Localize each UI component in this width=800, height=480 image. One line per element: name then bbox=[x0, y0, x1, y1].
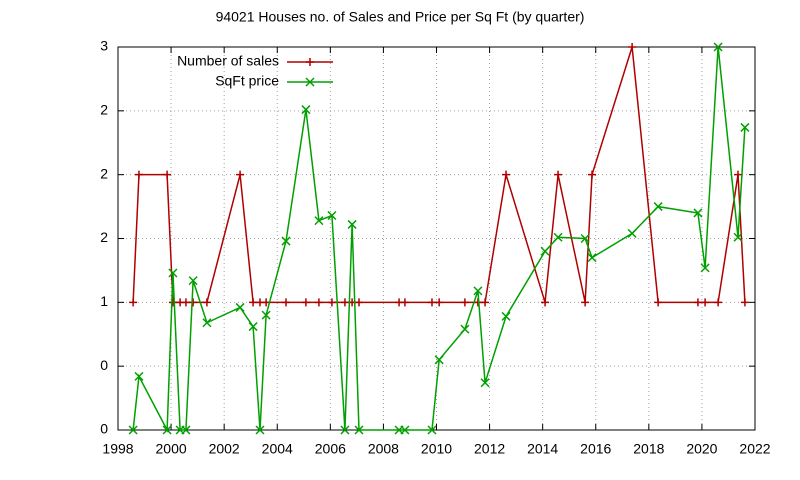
x-tick-label: 1998 bbox=[102, 441, 133, 457]
point bbox=[473, 286, 483, 296]
point bbox=[400, 298, 409, 307]
point bbox=[740, 298, 749, 307]
point bbox=[248, 322, 258, 332]
point bbox=[700, 263, 710, 273]
point bbox=[588, 170, 597, 179]
x-tick-label: 2008 bbox=[368, 441, 399, 457]
point bbox=[188, 276, 198, 286]
point bbox=[628, 43, 637, 51]
point bbox=[480, 378, 490, 388]
point bbox=[653, 202, 663, 212]
point bbox=[581, 298, 590, 307]
point bbox=[587, 253, 597, 263]
point bbox=[282, 298, 291, 307]
point bbox=[202, 298, 211, 307]
point bbox=[427, 298, 436, 307]
point bbox=[327, 210, 337, 221]
point bbox=[314, 216, 324, 226]
y-tick-label: 2 bbox=[100, 229, 108, 245]
point bbox=[129, 298, 138, 307]
point bbox=[235, 302, 245, 312]
point bbox=[553, 232, 563, 242]
point bbox=[128, 425, 138, 435]
point bbox=[301, 298, 310, 307]
chart-title: 94021 Houses no. of Sales and Price per … bbox=[216, 9, 585, 25]
point bbox=[501, 311, 511, 321]
point bbox=[261, 310, 271, 320]
point bbox=[340, 298, 349, 307]
point bbox=[189, 298, 198, 307]
point bbox=[134, 170, 143, 179]
x-tick-label: 2000 bbox=[156, 441, 187, 457]
point bbox=[168, 298, 177, 307]
point bbox=[162, 425, 172, 435]
point bbox=[740, 122, 750, 132]
plot-frame bbox=[117, 46, 756, 431]
y-tick-label: 0 bbox=[100, 421, 108, 437]
x-tick-label: 2016 bbox=[580, 441, 611, 457]
point bbox=[427, 425, 437, 435]
point bbox=[435, 298, 444, 307]
point bbox=[554, 170, 563, 179]
legend-label: SqFt price bbox=[215, 73, 279, 89]
point bbox=[733, 232, 743, 242]
point bbox=[580, 233, 590, 244]
point bbox=[734, 170, 743, 179]
x-tick-label: 2014 bbox=[527, 441, 558, 457]
point bbox=[340, 425, 350, 435]
point bbox=[627, 228, 637, 238]
legend-label: Number of sales bbox=[177, 53, 279, 69]
point bbox=[354, 425, 364, 435]
point bbox=[301, 105, 311, 115]
point bbox=[181, 298, 190, 307]
point bbox=[541, 298, 550, 307]
point bbox=[701, 298, 710, 307]
point bbox=[236, 170, 245, 179]
point bbox=[255, 425, 265, 435]
y-tick-label: 3 bbox=[100, 38, 108, 54]
x-tick-label: 2004 bbox=[262, 441, 293, 457]
point bbox=[502, 170, 511, 179]
point bbox=[713, 42, 723, 52]
point bbox=[134, 371, 144, 381]
y-tick-label: 1 bbox=[100, 293, 108, 309]
x-tick-label: 2010 bbox=[421, 441, 452, 457]
point bbox=[347, 219, 357, 229]
x-tick-label: 2020 bbox=[686, 441, 717, 457]
point bbox=[714, 298, 723, 307]
point bbox=[314, 298, 323, 307]
y-tick-label: 2 bbox=[100, 165, 108, 181]
x-tick-label: 2002 bbox=[209, 441, 240, 457]
point bbox=[434, 355, 444, 365]
y-tick-label: 2 bbox=[100, 102, 108, 118]
point bbox=[540, 246, 550, 256]
point bbox=[249, 298, 258, 307]
point bbox=[460, 324, 470, 334]
y-tick-label: 0 bbox=[100, 357, 108, 373]
point bbox=[168, 268, 178, 278]
point bbox=[181, 425, 191, 435]
point bbox=[654, 298, 663, 307]
x-tick-label: 2018 bbox=[633, 441, 664, 457]
legend-marker bbox=[306, 58, 314, 66]
point bbox=[354, 298, 363, 307]
point bbox=[693, 208, 703, 218]
point bbox=[281, 236, 291, 246]
point bbox=[327, 298, 336, 307]
point bbox=[693, 298, 702, 307]
point bbox=[163, 170, 172, 179]
legend-marker bbox=[305, 77, 315, 87]
x-tick-label: 2022 bbox=[739, 441, 770, 457]
point bbox=[400, 425, 410, 435]
series-line bbox=[132, 46, 746, 433]
point bbox=[460, 298, 469, 307]
x-tick-label: 2012 bbox=[474, 441, 505, 457]
point bbox=[481, 298, 490, 307]
point bbox=[202, 318, 212, 328]
x-tick-label: 2006 bbox=[315, 441, 346, 457]
